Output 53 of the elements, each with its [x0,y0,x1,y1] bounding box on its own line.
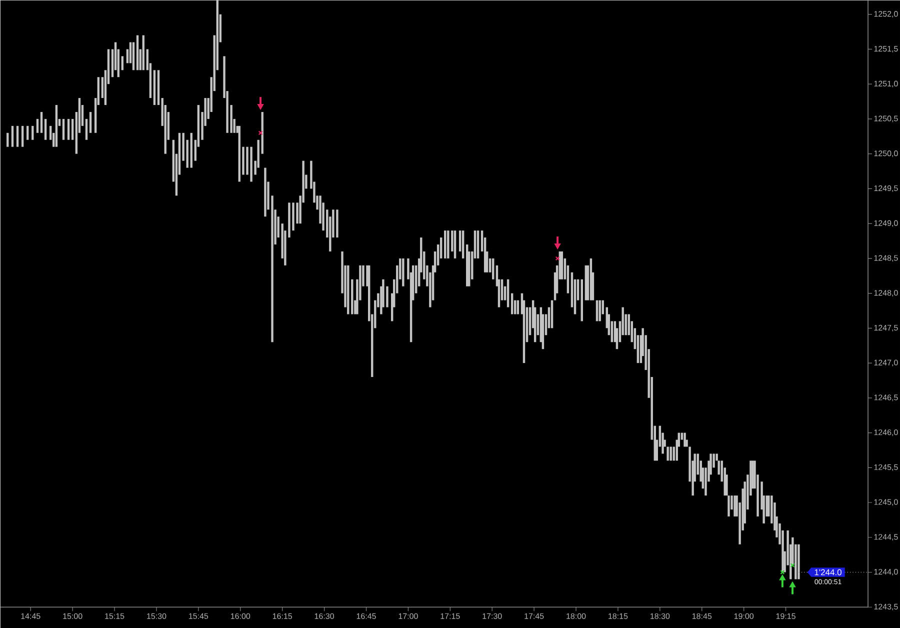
bar [16,126,19,147]
point [258,130,263,136]
bar [85,118,88,140]
bar [506,279,510,308]
bar [32,126,34,140]
bar [466,244,468,286]
bar [67,118,70,140]
bar [132,42,135,70]
bar [11,126,14,147]
bar [336,210,338,238]
bar [734,495,736,516]
bar [684,432,686,447]
bar [36,118,39,133]
point [790,562,795,568]
bar [238,126,240,182]
bar [62,118,65,140]
bar [444,230,446,258]
bar [89,112,92,133]
bar [402,258,404,286]
bar [55,104,58,147]
bar [666,446,669,461]
bar [40,112,43,133]
bar [71,118,74,140]
bar [798,544,800,580]
bar [6,132,9,147]
bar [44,118,47,140]
bar [670,446,672,461]
bar [121,56,124,70]
bar [190,132,192,168]
point [780,570,785,574]
ref-line-label: 1'244.0 [814,569,842,576]
bar [136,35,139,70]
bar [186,140,188,168]
bar [447,230,450,258]
bar [560,251,564,280]
bar [590,258,592,300]
point [555,256,560,261]
bar [142,35,144,70]
bar [26,126,29,140]
bar [21,126,24,147]
bar [580,279,583,322]
bar [347,265,350,314]
bar [476,230,480,258]
bar [598,300,601,322]
bar [454,230,456,258]
bar [550,300,554,328]
bar [462,230,464,258]
bar [492,258,494,280]
bar [584,265,588,300]
bar [250,146,252,182]
bar [351,279,354,314]
bar [153,70,156,105]
bar [264,168,266,217]
